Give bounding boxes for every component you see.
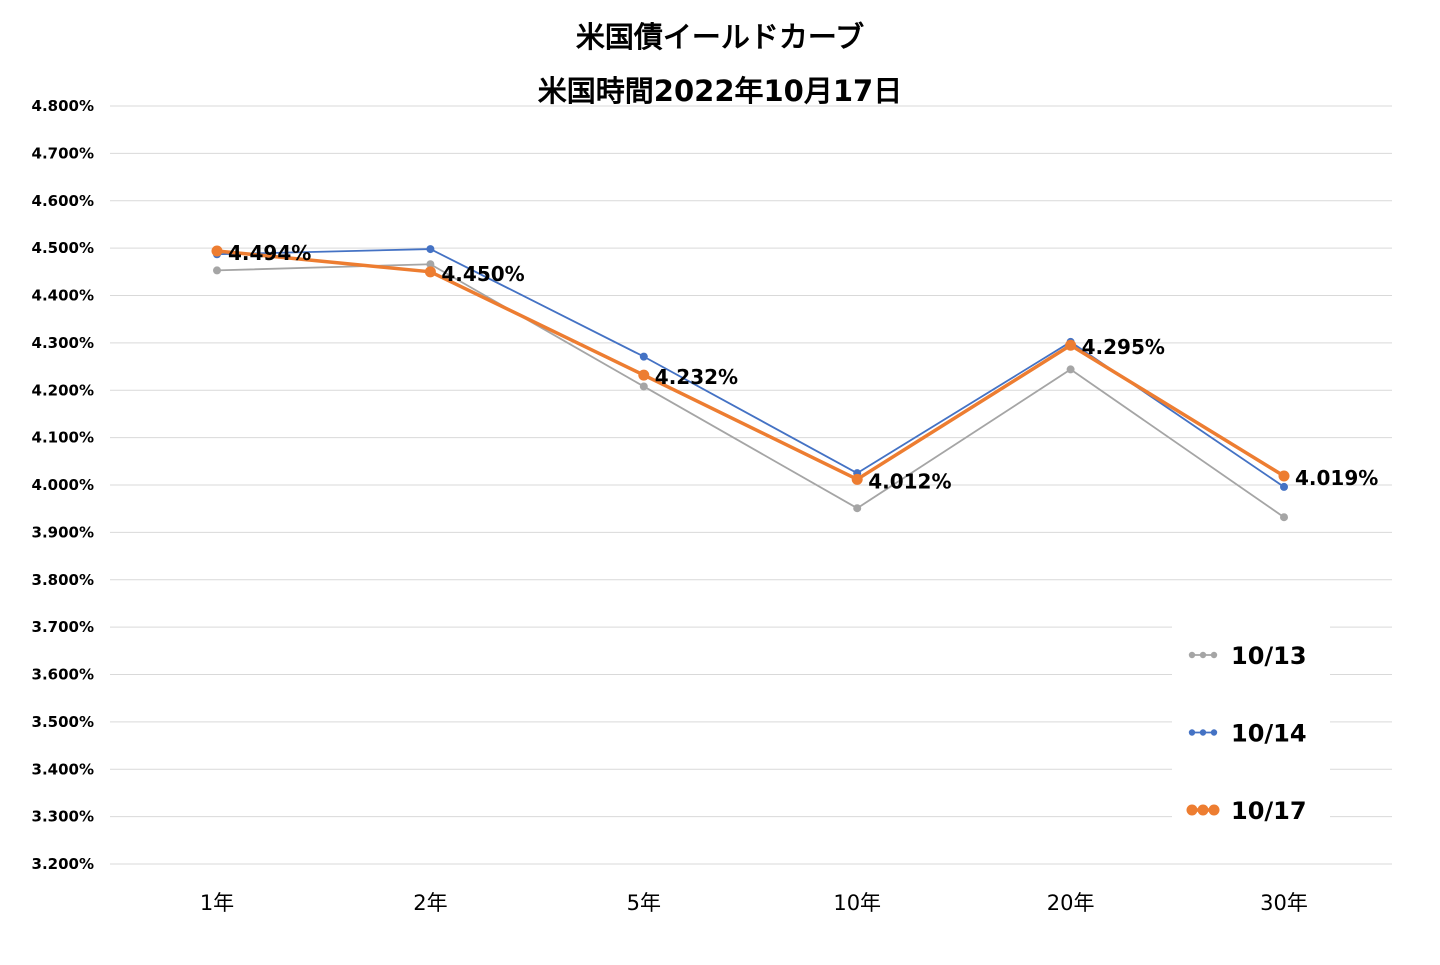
x-tick-label: 10年: [833, 891, 881, 915]
y-tick-label: 3.300%: [32, 808, 94, 826]
legend-box: [1172, 625, 1330, 830]
data-point: [1278, 470, 1290, 482]
legend-marker: [1210, 729, 1218, 736]
legend-marker: [1188, 729, 1196, 736]
data-labels: 4.494% 4.450% 4.232% 4.012% 4.295% 4.019%: [228, 241, 1378, 493]
x-tick-label: 20年: [1047, 891, 1095, 915]
legend-marker: [1208, 804, 1220, 816]
data-point: [213, 266, 221, 275]
data-point: [211, 245, 223, 257]
y-tick-label: 3.800%: [32, 571, 94, 589]
y-tick-label: 4.200%: [32, 381, 94, 399]
series-line-10-14: [216, 248, 1285, 488]
legend-marker: [1188, 651, 1196, 659]
series-line-10-17: [216, 249, 1285, 482]
legend-marker: [1186, 804, 1198, 816]
data-point: [639, 382, 648, 391]
data-label: 4.012%: [868, 469, 951, 493]
y-tick-label: 3.500%: [32, 713, 94, 731]
legend-marker: [1197, 804, 1209, 816]
data-point: [1280, 482, 1288, 491]
y-tick-label: 4.400%: [32, 287, 94, 305]
data-label: 4.232%: [655, 365, 738, 389]
data-point: [853, 504, 862, 513]
legend: 10/13 10/14 10/17: [1172, 625, 1330, 830]
data-point: [638, 369, 650, 381]
x-axis-ticks: 1年 2年 5年 10年 20年 30年: [200, 891, 1308, 915]
y-tick-label: 4.500%: [32, 239, 94, 257]
x-tick-label: 1年: [200, 891, 234, 915]
data-point: [1280, 513, 1288, 522]
x-tick-label: 5年: [627, 891, 661, 915]
legend-marker: [1199, 651, 1207, 659]
y-tick-label: 4.100%: [32, 429, 94, 447]
y-tick-label: 3.900%: [32, 523, 94, 541]
data-point: [851, 473, 863, 485]
series-lines: [216, 248, 1285, 518]
data-point: [426, 260, 435, 269]
data-label: 4.019%: [1295, 466, 1378, 490]
data-label: 4.494%: [228, 241, 311, 265]
x-tick-label: 30年: [1260, 891, 1308, 915]
legend-label: 10/17: [1231, 797, 1307, 825]
data-label: 4.295%: [1082, 335, 1165, 359]
data-label: 4.450%: [441, 262, 524, 286]
data-point: [639, 352, 648, 361]
data-point: [1066, 365, 1075, 374]
chart-title: 米国債イールドカーブ: [575, 20, 865, 54]
y-tick-label: 4.600%: [32, 192, 94, 210]
series-line-10-13: [216, 263, 1285, 518]
y-tick-label: 3.200%: [32, 855, 94, 873]
y-axis-ticks: 4.800% 4.700% 4.600% 4.500% 4.400% 4.300% 4.20…: [32, 97, 94, 873]
data-point: [424, 266, 436, 278]
legend-marker: [1199, 729, 1207, 736]
legend-label: 10/13: [1231, 642, 1307, 670]
chart-subtitle: 米国時間2022年10月17日: [537, 74, 903, 108]
x-tick-label: 2年: [413, 891, 447, 915]
y-tick-label: 4.000%: [32, 476, 94, 494]
y-tick-label: 4.800%: [32, 97, 94, 115]
y-tick-label: 4.300%: [32, 334, 94, 352]
y-tick-label: 3.400%: [32, 760, 94, 778]
data-point: [426, 245, 435, 254]
y-tick-label: 3.600%: [32, 666, 94, 684]
y-tick-label: 3.700%: [32, 618, 94, 636]
series-points: [211, 245, 1290, 522]
legend-marker: [1210, 651, 1218, 659]
data-point: [1065, 339, 1077, 351]
legend-label: 10/14: [1231, 720, 1307, 748]
y-tick-label: 4.700%: [32, 144, 94, 162]
